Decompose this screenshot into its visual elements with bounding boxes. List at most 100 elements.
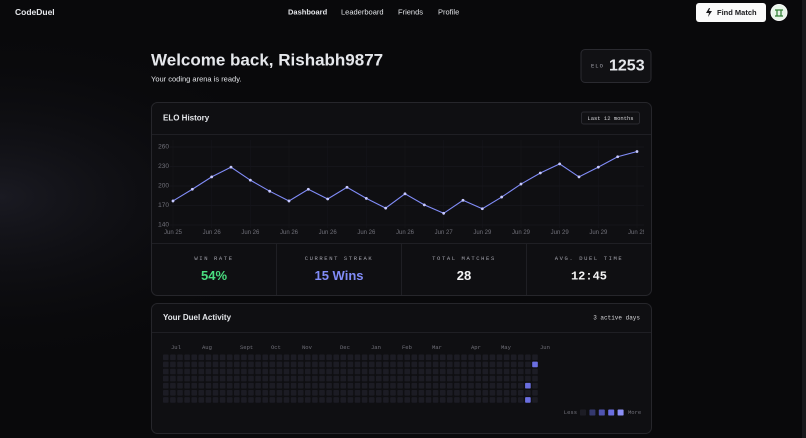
day-cell <box>518 361 524 368</box>
day-cell <box>425 375 432 382</box>
month-label: Aug <box>202 344 212 351</box>
elo-point <box>538 171 542 175</box>
day-cell <box>205 397 212 403</box>
day-cell <box>283 382 290 389</box>
day-cell <box>518 375 524 382</box>
day-cell <box>397 354 403 361</box>
day-cell <box>184 390 190 396</box>
day-cell <box>340 375 347 382</box>
day-cell <box>312 382 318 389</box>
elo-point <box>635 150 639 153</box>
day-cell <box>411 397 418 403</box>
find-match-button[interactable]: Find Match <box>696 3 766 22</box>
day-cell <box>510 382 517 389</box>
day-cell <box>447 368 453 375</box>
day-cell <box>219 368 226 375</box>
day-cell <box>525 390 531 396</box>
day-cell <box>503 375 510 382</box>
range-label[interactable]: Last 12 months <box>587 115 633 122</box>
day-cell <box>411 375 418 382</box>
day-cell <box>290 382 297 389</box>
day-cell <box>262 375 268 382</box>
day-cell <box>390 390 396 396</box>
day-cell <box>340 382 347 389</box>
range-button[interactable] <box>581 111 640 125</box>
stat-value: 12:45 <box>571 270 607 284</box>
elo-point <box>422 203 426 207</box>
day-cell <box>439 397 446 403</box>
day-cell <box>297 382 304 389</box>
day-cell <box>312 354 318 361</box>
day-cell <box>411 361 418 368</box>
day-cell <box>461 354 467 361</box>
month-label: Oct <box>271 344 281 351</box>
day-cell <box>411 382 418 389</box>
day-cell <box>347 390 354 396</box>
day-cell <box>262 397 268 403</box>
day-cell <box>283 354 290 361</box>
day-cell <box>226 390 233 396</box>
day-cell <box>489 361 496 368</box>
day-cell <box>518 390 524 396</box>
x-tick-label: Jun 26 <box>241 230 260 236</box>
day-cell <box>475 390 481 396</box>
day-cell <box>510 375 517 382</box>
elo-point <box>287 199 291 203</box>
day-cell <box>241 382 247 389</box>
day-cell <box>404 354 410 361</box>
elo-point <box>461 198 465 202</box>
nav-link[interactable]: Dashboard <box>288 7 328 16</box>
day-cell <box>297 390 304 396</box>
day-cell <box>354 382 361 389</box>
day-cell <box>496 375 503 382</box>
day-cell <box>234 397 240 403</box>
day-cell <box>496 390 503 396</box>
day-cell <box>404 375 410 382</box>
day-cell <box>354 390 361 396</box>
day-cell <box>482 375 489 382</box>
nav-link[interactable]: Friends <box>398 7 423 16</box>
elo-point <box>403 192 407 196</box>
day-cell <box>198 354 205 361</box>
day-cell <box>255 375 261 382</box>
y-tick-label: 1200 <box>155 183 170 190</box>
day-cell <box>368 361 375 368</box>
day-cell <box>170 368 176 375</box>
month-label: Nov <box>302 344 313 351</box>
day-cell <box>212 382 219 389</box>
day-cell <box>461 397 467 403</box>
day-cell <box>447 375 453 382</box>
day-cell <box>191 368 197 375</box>
day-cell <box>269 361 276 368</box>
day-cell <box>496 361 503 368</box>
day-cell <box>510 368 517 375</box>
day-cell <box>276 397 283 403</box>
day-cell <box>347 354 354 361</box>
day-cell <box>425 354 432 361</box>
day-cell <box>198 382 205 389</box>
day-cell <box>454 375 460 382</box>
brand[interactable]: CodeDuel <box>15 7 55 17</box>
month-label: Jul <box>171 344 181 351</box>
y-tick-label: 1170 <box>155 202 169 209</box>
day-cell <box>383 390 389 396</box>
day-cell <box>333 354 339 361</box>
button-bg[interactable] <box>696 3 766 22</box>
stat-value: 15 Wins <box>314 268 363 283</box>
day-cell <box>269 390 276 396</box>
day-cell <box>241 368 247 375</box>
day-cell <box>425 361 432 368</box>
y-tick-label: 1140 <box>155 222 169 229</box>
day-cell <box>191 375 197 382</box>
nav-link[interactable]: Leaderboard <box>341 7 384 16</box>
nav-link[interactable]: Profile <box>438 7 459 16</box>
legend-swatch <box>598 409 605 416</box>
day-cell <box>184 397 190 403</box>
day-cell <box>319 354 325 361</box>
button-label[interactable]: Find Match <box>717 8 757 17</box>
day-cell <box>234 390 240 396</box>
avatar-circle[interactable] <box>770 4 788 21</box>
avatar[interactable] <box>770 4 788 21</box>
day-cell <box>489 382 496 389</box>
day-cell <box>376 382 382 389</box>
